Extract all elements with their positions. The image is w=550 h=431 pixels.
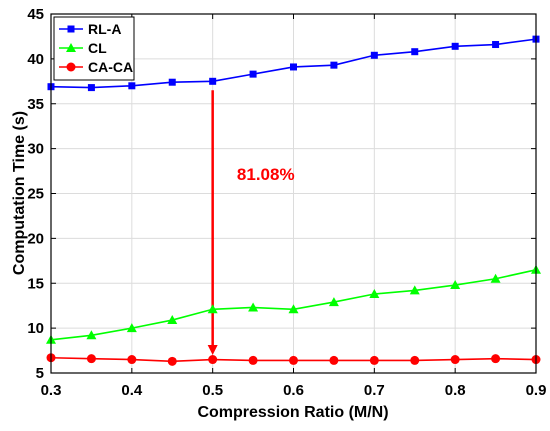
x-tick-label: 0.9 — [526, 382, 547, 399]
y-tick-label: 20 — [27, 230, 44, 247]
data-point-ca-ca — [329, 355, 339, 365]
axis-ticks: 0.3 0.4 0.5 0.6 0.7 0.8 0.9 5 10 15 20 25 30 35 40 45 — [27, 6, 546, 399]
legend-label: RL-A — [88, 21, 121, 37]
legend-label: CA-CA — [88, 59, 133, 75]
series-layer — [46, 35, 541, 366]
series-ca-ca — [46, 353, 541, 366]
data-point-cl — [328, 297, 339, 307]
data-point-rl-a — [330, 61, 338, 69]
data-point-ca-ca — [86, 354, 96, 364]
annotation-arrow-head — [207, 345, 218, 356]
y-tick-label: 5 — [36, 365, 44, 382]
annotation-label: 81.08% — [237, 165, 295, 184]
data-point-ca-ca — [167, 356, 177, 366]
series-cl — [46, 264, 541, 344]
data-point-rl-a — [411, 48, 419, 56]
data-point-rl-a — [249, 70, 257, 78]
x-tick-label: 0.6 — [283, 382, 304, 399]
data-point-rl-a — [168, 78, 176, 86]
data-point-cl — [369, 289, 380, 299]
data-point-cl — [126, 323, 137, 333]
y-tick-label: 40 — [27, 51, 44, 68]
x-tick-label: 0.4 — [121, 382, 143, 399]
x-tick-label: 0.3 — [41, 382, 62, 399]
annotation: 81.08% — [207, 90, 295, 356]
data-point-cl — [248, 302, 259, 312]
data-point-cl — [409, 285, 420, 295]
series-rl-a — [47, 35, 540, 92]
legend-marker — [67, 25, 75, 33]
data-point-rl-a — [290, 63, 297, 71]
y-tick-label: 45 — [27, 6, 44, 23]
data-point-cl — [207, 304, 218, 314]
data-point-ca-ca — [208, 355, 218, 365]
data-point-ca-ca — [248, 355, 258, 365]
data-point-rl-a — [451, 42, 459, 50]
y-tick-label: 30 — [27, 141, 44, 158]
x-tick-label: 0.5 — [202, 382, 223, 399]
data-point-ca-ca — [450, 355, 460, 365]
data-point-rl-a — [209, 77, 217, 85]
legend-label: CL — [88, 40, 107, 56]
x-tick-label: 0.8 — [445, 382, 466, 399]
data-point-ca-ca — [289, 355, 298, 365]
legend-marker — [66, 43, 76, 52]
data-point-rl-a — [492, 41, 500, 49]
x-axis-title: Compression Ratio (M/N) — [197, 404, 388, 421]
legend-marker — [66, 62, 76, 72]
data-point-ca-ca — [127, 355, 137, 365]
y-tick-label: 25 — [27, 186, 44, 203]
data-point-cl — [490, 273, 501, 283]
data-point-cl — [288, 304, 299, 314]
data-point-cl — [86, 330, 97, 340]
data-point-ca-ca — [410, 355, 420, 365]
y-tick-label: 15 — [27, 275, 44, 292]
data-point-rl-a — [87, 84, 95, 92]
y-tick-label: 10 — [27, 320, 44, 337]
data-point-cl — [167, 315, 178, 325]
data-point-ca-ca — [369, 355, 379, 365]
y-tick-label: 35 — [27, 96, 44, 113]
data-point-cl — [450, 280, 461, 290]
x-tick-label: 0.7 — [364, 382, 385, 399]
y-axis-title: Computation Time (s) — [11, 111, 28, 275]
data-point-ca-ca — [491, 354, 501, 364]
data-point-rl-a — [370, 51, 378, 59]
data-point-rl-a — [128, 82, 136, 90]
legend: RL-A CL CA-CA — [53, 16, 135, 81]
